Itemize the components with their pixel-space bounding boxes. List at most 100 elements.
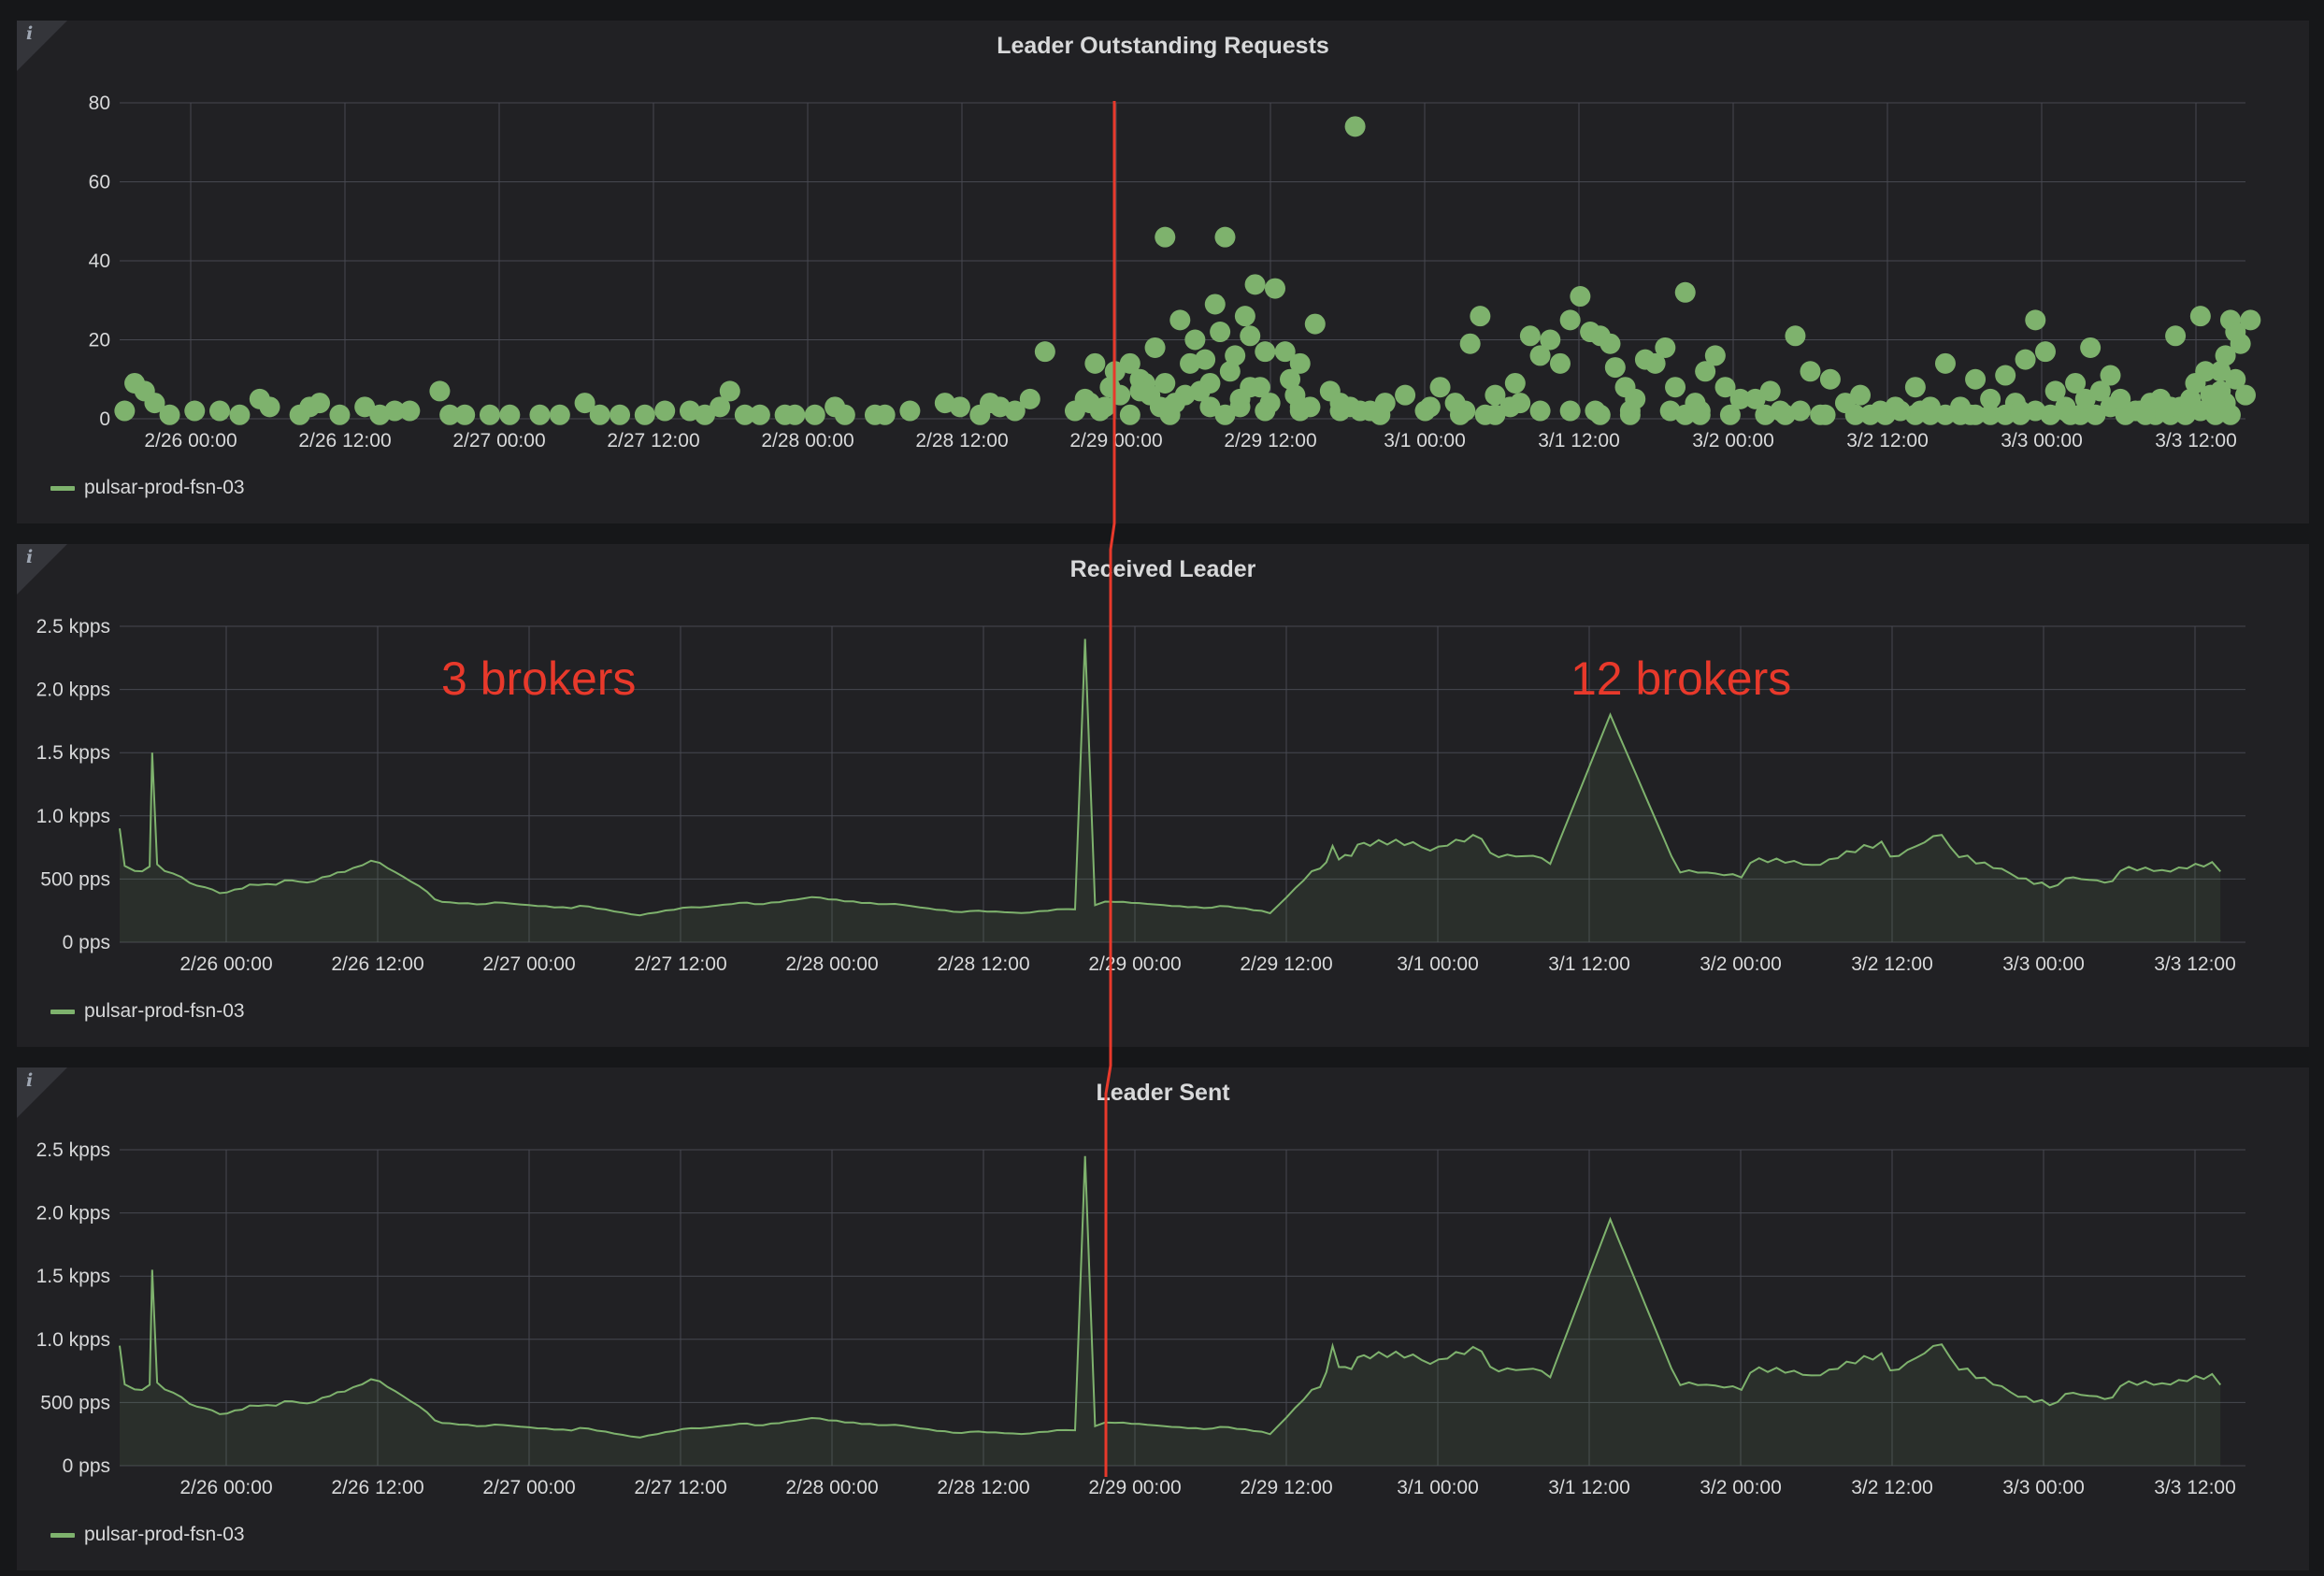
y-tick-label: 1.0 kpps: [36, 806, 110, 827]
x-tick-label: 3/1 00:00: [1397, 953, 1479, 975]
data-point: [1240, 325, 1261, 347]
data-point: [710, 396, 731, 418]
x-tick-label: 2/26 12:00: [331, 953, 423, 975]
legend[interactable]: pulsar-prod-fsn-03: [50, 1000, 245, 1023]
data-point: [529, 404, 551, 425]
data-point: [634, 404, 655, 425]
data-point: [1240, 377, 1261, 398]
data-point: [1559, 400, 1581, 422]
x-tick-label: 2/28 00:00: [785, 953, 878, 975]
data-point: [1965, 368, 1987, 390]
data-point: [1289, 352, 1311, 374]
data-point: [1689, 404, 1711, 425]
y-tick-label: 0 pps: [63, 1455, 110, 1477]
x-tick-label: 3/2 12:00: [1846, 430, 1929, 451]
y-tick-label: 2.5 kpps: [36, 616, 110, 638]
y-tick-label: 0 pps: [63, 932, 110, 953]
legend-label[interactable]: pulsar-prod-fsn-03: [84, 1000, 245, 1022]
data-point: [1959, 404, 1981, 425]
data-point: [1204, 294, 1226, 315]
series-area-fill: [120, 638, 2221, 942]
data-point: [1585, 400, 1606, 422]
y-tick-label: 20: [89, 330, 110, 351]
data-point: [2034, 341, 2056, 363]
panel-info-corner[interactable]: [17, 1067, 67, 1118]
data-point: [1034, 341, 1055, 363]
data-point: [2010, 400, 2031, 422]
data-point: [1644, 352, 1666, 374]
x-tick-label: 2/27 00:00: [482, 953, 575, 975]
x-tick-label: 3/3 00:00: [2002, 1477, 2085, 1498]
data-point: [1344, 116, 1366, 137]
y-tick-label: 1.5 kpps: [36, 742, 110, 764]
info-icon[interactable]: i: [26, 547, 34, 567]
data-point: [1785, 325, 1806, 347]
data-point: [1219, 361, 1241, 382]
data-point: [329, 404, 351, 425]
data-point: [899, 400, 921, 422]
data-point: [384, 400, 406, 422]
data-point: [2089, 380, 2111, 402]
data-point: [1169, 309, 1191, 331]
data-point: [439, 404, 461, 425]
panel-leader-sent: i Leader Sent 0 pps 500 pps 1.0 kpps 1.5 kp…: [17, 1067, 2309, 1570]
chart-leader-sent: 0 pps 500 pps 1.0 kpps 1.5 kpps 2.0 kpps 2.5 …: [36, 1139, 2245, 1498]
data-point: [1119, 404, 1140, 425]
annotation-3-brokers: 3 brokers: [441, 652, 637, 705]
panel-info-corner[interactable]: [17, 21, 67, 71]
x-tick-label: 2/29 00:00: [1088, 953, 1181, 975]
info-icon[interactable]: i: [26, 1070, 34, 1091]
data-point: [1244, 274, 1266, 295]
data-point: [1274, 341, 1296, 363]
legend-label[interactable]: pulsar-prod-fsn-03: [84, 1524, 245, 1545]
legend[interactable]: pulsar-prod-fsn-03: [50, 1524, 245, 1546]
data-point: [1155, 372, 1176, 394]
panel-title[interactable]: Leader Sent: [1096, 1080, 1230, 1106]
x-tick-label: 2/29 12:00: [1240, 953, 1332, 975]
data-point: [2015, 349, 2036, 370]
data-point: [2044, 380, 2066, 402]
x-tick-label: 2/27 12:00: [634, 1477, 726, 1498]
data-point: [1529, 345, 1551, 366]
legend[interactable]: pulsar-prod-fsn-03: [50, 477, 245, 499]
data-point: [1559, 309, 1581, 331]
data-point: [2225, 368, 2246, 390]
data-point: [1704, 345, 1726, 366]
panel-title[interactable]: Leader Outstanding Requests: [997, 33, 1329, 59]
x-tick-label: 3/1 12:00: [1548, 1477, 1630, 1498]
data-point: [549, 404, 570, 425]
data-point: [1214, 404, 1236, 425]
data-point: [1019, 388, 1040, 409]
panel-title[interactable]: Received Leader: [1069, 556, 1256, 582]
data-point: [1210, 322, 1231, 343]
x-tick-label: 3/1 00:00: [1384, 430, 1466, 451]
data-point: [874, 404, 896, 425]
data-point: [499, 404, 521, 425]
x-tick-label: 2/28 00:00: [785, 1477, 878, 1498]
data-point: [184, 400, 206, 422]
data-point: [734, 404, 755, 425]
x-tick-label: 3/3 00:00: [2002, 953, 2085, 975]
x-tick-label: 3/3 00:00: [2001, 430, 2083, 451]
data-point: [1429, 377, 1451, 398]
data-point: [1459, 333, 1481, 354]
data-point: [784, 404, 806, 425]
data-point: [2240, 309, 2261, 331]
info-icon[interactable]: i: [26, 23, 34, 44]
data-point: [2065, 372, 2087, 394]
data-point: [1540, 329, 1561, 351]
panel-info-corner[interactable]: [17, 544, 67, 595]
y-tick-label: 40: [89, 251, 110, 272]
data-point: [1374, 393, 1396, 414]
y-tick-label: 80: [89, 93, 110, 114]
data-point: [749, 404, 770, 425]
x-tick-label: 2/29 12:00: [1240, 1477, 1332, 1498]
data-point: [1455, 400, 1476, 422]
x-tick-label: 2/26 00:00: [179, 953, 272, 975]
data-point: [2219, 404, 2241, 425]
legend-label[interactable]: pulsar-prod-fsn-03: [84, 477, 245, 498]
data-point: [1674, 281, 1696, 303]
data-point: [1264, 278, 1285, 299]
data-point: [1695, 361, 1716, 382]
data-point: [1289, 396, 1311, 418]
